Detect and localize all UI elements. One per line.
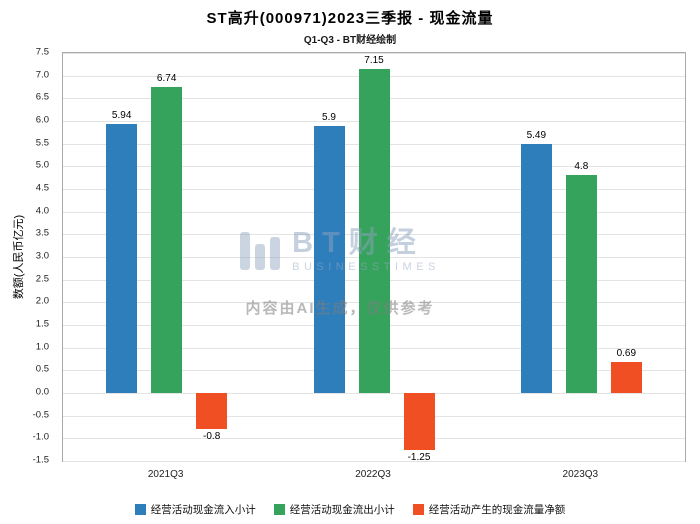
bar-value-label: 7.15 [364, 54, 384, 66]
y-tick-label: 7.0 [35, 69, 49, 81]
y-tick-label: 3.0 [35, 250, 49, 262]
bar-value-label: -1.25 [407, 451, 431, 463]
bar-2022Q3-series2 [358, 68, 390, 393]
y-tick-label: 0.0 [35, 386, 49, 398]
bar-series: 5.94 6.74 -0.8 5.9 7.15 -1.25 5.49 4.8 0.69 [63, 53, 685, 463]
gridline [63, 438, 685, 440]
y-tick-label: 5.5 [35, 137, 49, 149]
y-axis-ticks: -1.5 -1.0 -0.5 0.0 0.5 1.0 1.5 2.0 2.5 3.0 3.5 4.0 4… [0, 47, 57, 466]
y-tick-label: 6.5 [35, 91, 49, 103]
gridline [63, 415, 685, 417]
legend-swatch [273, 504, 285, 515]
gridline [63, 53, 685, 54]
x-tick-label: 2022Q3 [355, 469, 391, 480]
bar-2023Q3-series1 [520, 144, 552, 393]
legend-swatch [412, 504, 424, 515]
legend-swatch [134, 504, 146, 515]
bar-2022Q3-series3 [403, 393, 435, 450]
y-tick-label: 5.0 [35, 159, 49, 171]
y-tick-label: 0.5 [35, 363, 49, 375]
x-tick-label: 2021Q3 [147, 469, 184, 480]
y-tick-label: -1.0 [32, 431, 49, 443]
y-tick-label: -0.5 [32, 409, 49, 421]
bar-2021Q3-series3 [196, 393, 228, 430]
plot-area: BT财经 BUSINESSTIMES 内容由AI生成，仅供参考 5.94 6.74… [62, 52, 686, 463]
x-tick-label: 2023Q3 [562, 469, 599, 480]
bar-2021Q3-series2 [151, 87, 183, 393]
chart-subtitle: Q1-Q3 - BT财经绘制 [303, 35, 397, 46]
y-tick-label: 7.5 [35, 46, 49, 58]
legend-item-1: 经营活动现金流入小计 [134, 502, 256, 517]
y-tick-label: 2.0 [35, 295, 49, 307]
legend-item-2: 经营活动现金流出小计 [273, 502, 395, 517]
bar-2022Q3-series1 [313, 125, 345, 393]
bar-value-label: 5.9 [322, 111, 336, 123]
bar-value-label: 0.69 [616, 347, 637, 359]
gridline [63, 393, 685, 394]
y-tick-label: 2.5 [35, 273, 49, 285]
bar-value-label: -0.8 [203, 431, 221, 443]
legend-label: 经营活动产生的现金流量净额 [428, 504, 566, 516]
chart-title: ST高升(000971)2023三季报 - 现金流量 [206, 10, 494, 27]
bar-2023Q3-series2 [565, 175, 597, 393]
bar-value-label: 4.8 [574, 161, 589, 173]
legend: 经营活动现金流入小计 经营活动现金流出小计 经营活动产生的现金流量净额 [0, 502, 700, 517]
legend-item-3: 经营活动产生的现金流量净额 [412, 502, 566, 517]
y-tick-label: 1.0 [35, 341, 49, 353]
legend-label: 经营活动现金流入小计 [150, 504, 256, 516]
bar-value-label: 6.74 [156, 73, 177, 85]
bar-2023Q3-series3 [610, 361, 642, 393]
bar-value-label: 5.94 [111, 109, 132, 121]
gridline [63, 461, 685, 462]
y-tick-label: 3.5 [35, 227, 49, 239]
legend-label: 经营活动现金流出小计 [289, 504, 395, 516]
bar-2021Q3-series1 [106, 123, 138, 393]
y-tick-label: 4.5 [35, 182, 49, 194]
y-tick-label: 1.5 [35, 318, 49, 330]
bar-value-label: 5.49 [526, 130, 547, 142]
y-tick-label: -1.5 [32, 454, 49, 466]
y-tick-label: 4.0 [35, 205, 49, 217]
y-tick-label: 6.0 [35, 114, 49, 126]
